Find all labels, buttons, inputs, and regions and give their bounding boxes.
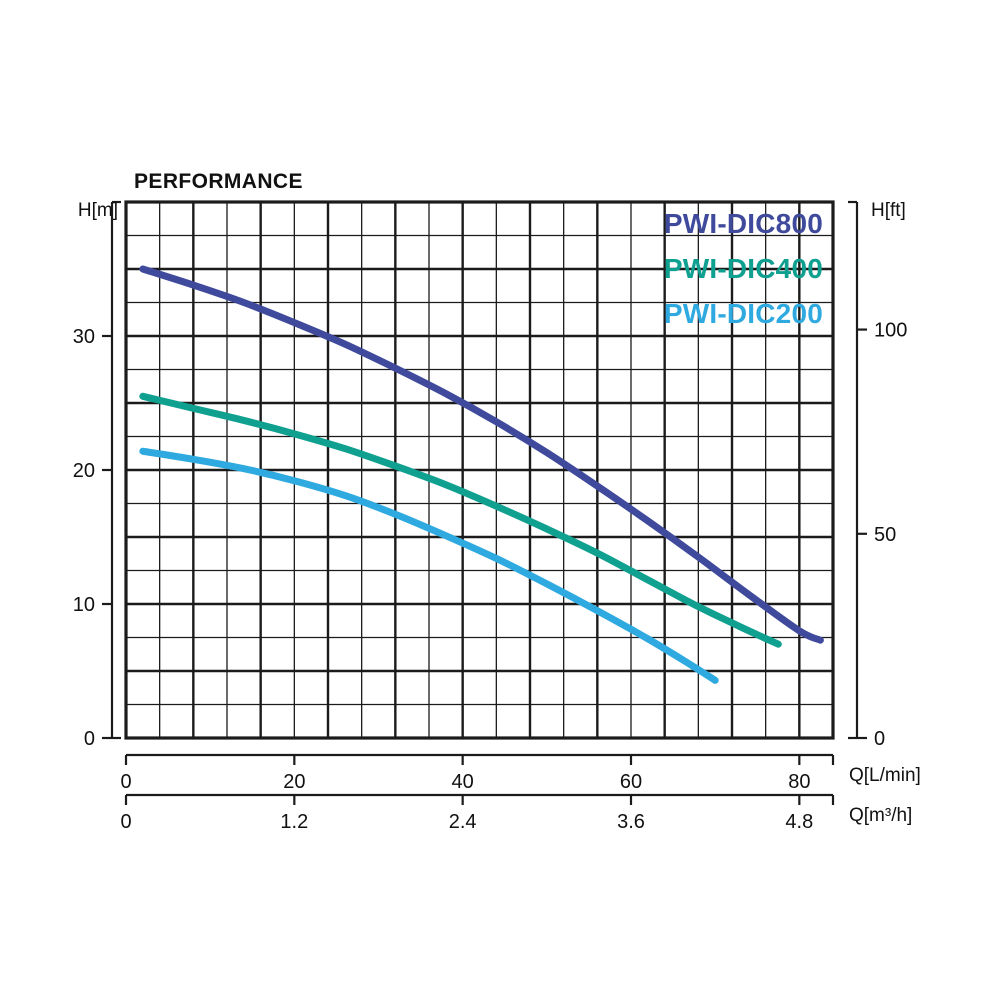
y-axis-primary-tick-label: 30 (73, 326, 95, 348)
x-axis-primary-tick-label: 60 (620, 771, 642, 793)
curve-pwi-dic800 (139, 265, 824, 644)
x-axis-secondary: 0 1.2 2.4 3.6 4.8 (120, 793, 835, 833)
y-axis-secondary: 0 50 100 (848, 200, 907, 750)
x-axis-primary-tick-label: 20 (283, 771, 305, 793)
x-axis-primary-tick-label: 40 (452, 771, 474, 793)
x-axis-primary: 0 20 40 60 80 (120, 753, 835, 793)
page-title: PERFORMANCE (134, 170, 303, 193)
x-axis-secondary-tick-label: 4.8 (785, 811, 813, 833)
x-axis-secondary-tick-label: 2.4 (449, 811, 477, 833)
x-axis-primary-tick-label: 0 (120, 771, 131, 793)
x-axis-secondary-tick-label: 0 (120, 811, 131, 833)
y-axis-primary-label: H[m] (78, 200, 118, 221)
x-axis-primary-tick-label: 80 (788, 771, 810, 793)
curve-pwi-dic200 (139, 447, 719, 684)
x-axis-secondary-label: Q[m³/h] (849, 805, 912, 826)
x-axis-secondary-tick-label: 3.6 (617, 811, 645, 833)
plot-frame (124, 200, 835, 740)
y-axis-primary-tick-label: 0 (84, 728, 95, 750)
chart-legend: PWI-DIC800 PWI-DIC400 PWI-DIC200 (664, 208, 823, 329)
legend-item-pwi-dic200: PWI-DIC200 (664, 298, 823, 329)
data-curves (139, 265, 824, 684)
y-axis-primary-tick-label: 20 (73, 460, 95, 482)
y-axis-secondary-tick-label: 0 (874, 728, 885, 750)
legend-item-pwi-dic400: PWI-DIC400 (664, 253, 823, 284)
y-axis-primary-tick-label: 10 (73, 594, 95, 616)
x-axis-primary-label: Q[L/min] (849, 765, 921, 786)
y-axis-primary: 0 10 20 30 (73, 200, 121, 750)
y-axis-secondary-label: H[ft] (871, 200, 906, 221)
legend-item-pwi-dic800: PWI-DIC800 (664, 208, 823, 239)
y-axis-secondary-tick-label: 50 (874, 524, 896, 546)
curve-pwi-dic400 (139, 392, 782, 648)
x-axis-secondary-tick-label: 1.2 (280, 811, 308, 833)
grid-major-lines (126, 202, 833, 738)
y-axis-secondary-tick-label: 100 (874, 320, 907, 342)
